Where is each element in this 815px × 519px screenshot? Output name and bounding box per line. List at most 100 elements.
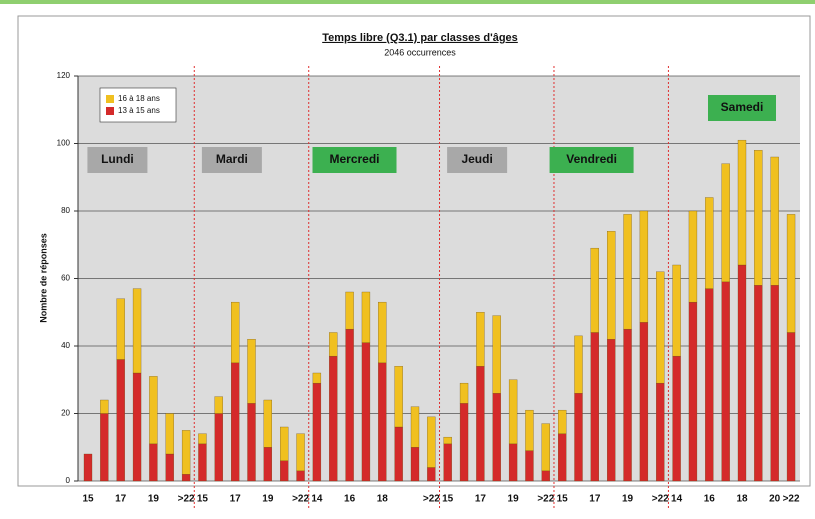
x-tick-label: 19 xyxy=(148,494,160,505)
bar-segment xyxy=(656,382,665,482)
x-tick-label: 14 xyxy=(311,494,323,505)
y-tick-label: 60 xyxy=(61,274,70,283)
bar-segment xyxy=(443,436,452,445)
y-axis-label: Nombre de réponses xyxy=(38,233,48,323)
bar-segment xyxy=(639,322,649,482)
y-tick-label: 40 xyxy=(61,341,70,350)
x-tick-label: 15 xyxy=(197,494,209,505)
bar-segment xyxy=(508,379,518,445)
bar-segment xyxy=(672,264,681,357)
bar-segment xyxy=(198,443,207,482)
bar-segment xyxy=(688,301,698,482)
bar-segment xyxy=(786,332,796,482)
bar-segment xyxy=(721,281,730,482)
x-tick-label: 17 xyxy=(589,494,601,505)
x-tick-label: >22 xyxy=(423,494,440,505)
bar-segment xyxy=(770,156,779,286)
bar-segment xyxy=(770,285,779,482)
day-label-box xyxy=(549,147,634,173)
bar-segment xyxy=(132,288,142,374)
bar-segment xyxy=(394,426,403,482)
bar-segment xyxy=(280,426,289,461)
day-label: Mardi xyxy=(216,152,248,166)
bar-segment xyxy=(443,443,452,482)
bar-segment xyxy=(427,467,436,482)
chart-title: Temps libre (Q3.1) par classes d'âges xyxy=(322,32,518,44)
x-tick-label: >22 xyxy=(292,494,309,505)
bar-segment xyxy=(329,332,338,357)
bar-segment xyxy=(361,342,371,482)
day-label-box xyxy=(447,147,508,173)
bar-segment xyxy=(508,443,518,482)
bar-segment xyxy=(410,406,420,448)
x-tick-label: 18 xyxy=(377,494,389,505)
bar-segment xyxy=(116,359,125,482)
legend-swatch xyxy=(106,95,114,103)
bar-segment xyxy=(198,433,207,445)
x-tick-label: 18 xyxy=(736,494,748,505)
bar-segment xyxy=(688,210,698,303)
legend-label: 16 à 18 ans xyxy=(118,94,160,103)
x-tick-label: 20 xyxy=(769,494,781,505)
bar-segment xyxy=(214,396,223,414)
bar-segment xyxy=(83,453,93,482)
bar-segment xyxy=(410,447,420,482)
bar-segment xyxy=(149,443,158,482)
bar-segment xyxy=(705,288,714,482)
x-tick-label: >22 xyxy=(178,494,195,505)
x-tick-label: 17 xyxy=(230,494,242,505)
bar-segment xyxy=(525,409,534,451)
bar-segment xyxy=(705,197,714,289)
legend-label: 13 à 15 ans xyxy=(118,106,160,115)
bar-segment xyxy=(263,447,273,482)
x-tick-label: 15 xyxy=(82,494,94,505)
x-tick-label: 17 xyxy=(475,494,487,505)
bar-segment xyxy=(754,285,763,482)
x-tick-label: 19 xyxy=(622,494,634,505)
bar-segment xyxy=(263,399,273,448)
bar-segment xyxy=(459,403,469,482)
bar-segment xyxy=(181,474,191,482)
bar-segment xyxy=(345,328,354,482)
legend-box xyxy=(99,87,177,123)
bar-segment xyxy=(558,409,567,434)
day-label: Vendredi xyxy=(566,152,617,166)
x-tick-label: >22 xyxy=(537,494,554,505)
bar-segment xyxy=(737,139,747,266)
chart-subtitle: 2046 occurrences xyxy=(384,47,456,57)
bar-segment xyxy=(639,210,649,323)
bar-segment xyxy=(656,271,665,384)
bar-segment xyxy=(476,312,485,367)
bar-segment xyxy=(623,214,632,330)
day-label-box xyxy=(87,147,148,173)
bar-segment xyxy=(181,430,191,475)
bar-segment xyxy=(459,382,469,404)
bar-segment xyxy=(558,433,567,482)
bar-segment xyxy=(247,403,256,482)
bar-segment xyxy=(378,362,387,482)
bar-segment xyxy=(394,366,403,428)
bar-segment xyxy=(590,332,599,482)
bar-segment xyxy=(312,382,322,482)
day-label-box xyxy=(708,95,776,121)
bar-segment xyxy=(132,372,142,482)
y-tick-label: 20 xyxy=(61,409,70,418)
bar-segment xyxy=(100,413,109,482)
bar-segment xyxy=(427,416,436,468)
bar-segment xyxy=(786,214,796,333)
day-label: Lundi xyxy=(101,152,134,166)
bar-segment xyxy=(280,460,289,482)
y-tick-label: 80 xyxy=(61,206,70,215)
bar-segment xyxy=(476,366,485,482)
x-tick-label: 19 xyxy=(508,494,520,505)
day-label: Samedi xyxy=(721,100,764,114)
bar-segment xyxy=(525,450,534,482)
bar-segment xyxy=(492,315,501,394)
bar-segment xyxy=(230,301,240,364)
x-tick-label: 15 xyxy=(442,494,454,505)
x-tick-label: 15 xyxy=(557,494,569,505)
bar-segment xyxy=(672,355,681,482)
bar-segment xyxy=(574,393,583,482)
